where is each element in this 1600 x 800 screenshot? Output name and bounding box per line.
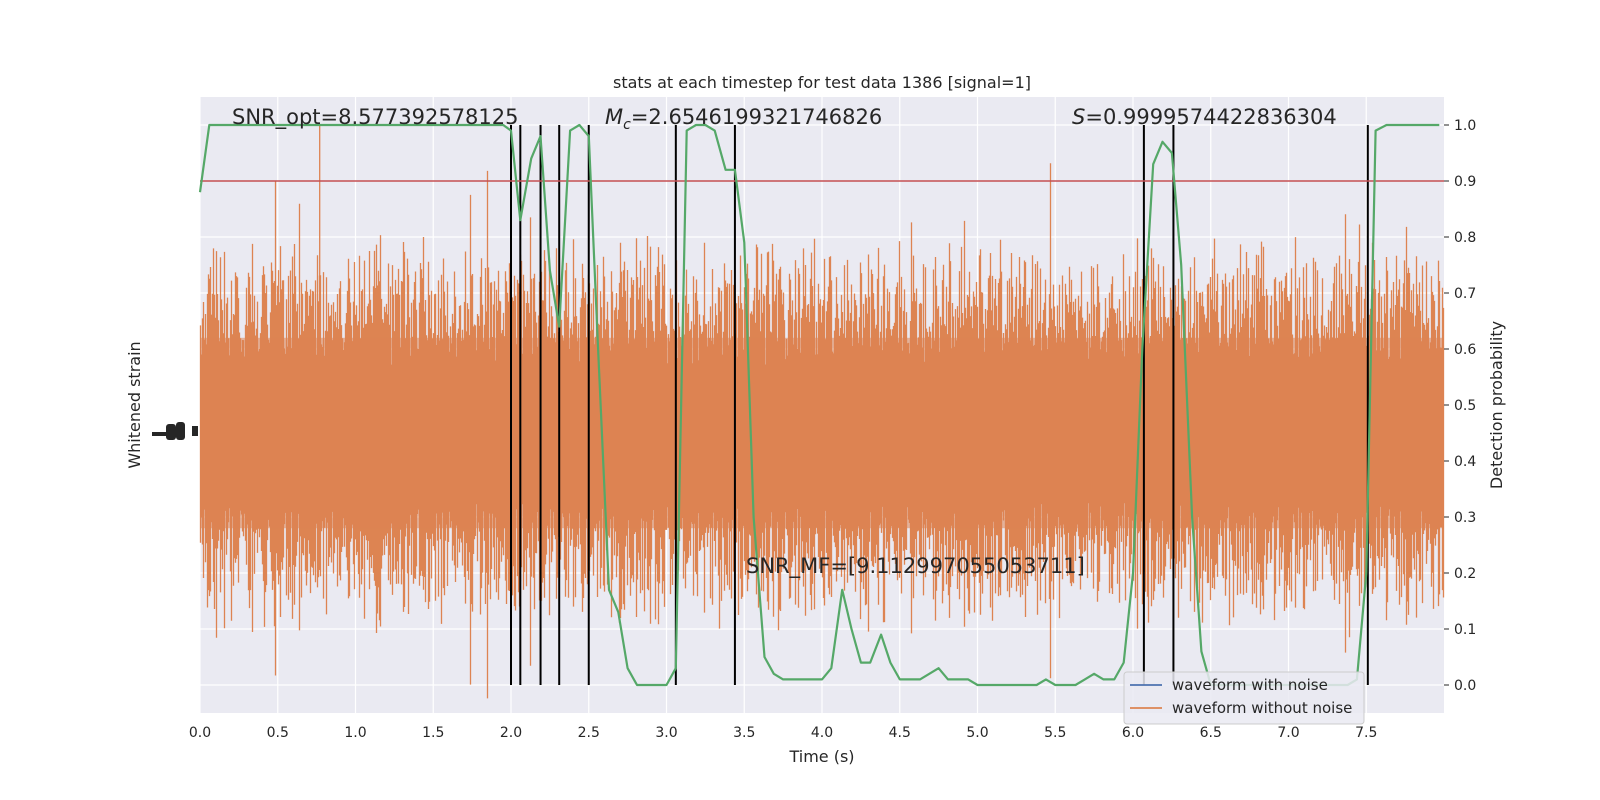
x-tick-label: 5.5: [1044, 725, 1066, 741]
x-tick-label: 1.5: [422, 725, 444, 741]
snr-opt-annotation: SNR_opt=8.577392578125: [232, 105, 519, 130]
y-tick-label: 0.9: [1454, 174, 1476, 190]
y-axis-right-label: Detection probability: [1487, 321, 1506, 489]
legend: waveform with noise waveform without noi…: [1123, 671, 1365, 725]
x-axis-label: Time (s): [788, 747, 854, 766]
statistic-value: =0.9999574422836304: [1085, 105, 1336, 129]
x-tick-label: 0.0: [189, 725, 211, 741]
y-tick-label: 0.2: [1454, 566, 1476, 582]
x-tick-label: 6.5: [1200, 725, 1222, 741]
statistic-symbol: S: [1072, 105, 1085, 129]
x-tick-label: 3.5: [733, 725, 755, 741]
y-tick-label: 0.3: [1454, 510, 1476, 526]
legend-label-noise: waveform with noise: [1172, 676, 1328, 694]
x-tick-label: 0.5: [267, 725, 289, 741]
chirp-mass-symbol: M: [605, 105, 623, 129]
x-tick-label: 5.0: [966, 725, 988, 741]
x-tick-label: 4.0: [811, 725, 833, 741]
x-tick-label: 2.0: [500, 725, 522, 741]
whitened-strain-trace: [199, 125, 1445, 699]
event-markers: [510, 125, 1369, 685]
legend-box: [1123, 671, 1365, 725]
y-tick-label: 0.8: [1454, 230, 1476, 246]
y-axis-right-ticks: 0.0 0.1 0.2 0.3 0.4 0.5 0.6 0.7 0.8 0.9 1.0: [1444, 118, 1476, 694]
strain-dense-core: [200, 337, 1444, 529]
x-tick-label: 2.5: [578, 725, 600, 741]
y-tick-label: 0.4: [1454, 454, 1476, 470]
chirp-mass-value: =2.6546199321746826: [631, 105, 882, 129]
x-tick-label: 6.0: [1122, 725, 1144, 741]
y-axis-left-label: Whitened strain: [125, 341, 144, 468]
x-axis-ticks: 0.0 0.5 1.0 1.5 2.0 2.5 3.0 3.5 4.0 4.5 5.0 5.5 6.0 6…: [189, 725, 1378, 741]
chart-title: stats at each timestep for test data 138…: [613, 73, 1031, 92]
x-tick-label: 4.5: [889, 725, 911, 741]
y-tick-label: 0.0: [1454, 678, 1476, 694]
x-tick-label: 7.0: [1277, 725, 1299, 741]
x-tick-label: 3.0: [655, 725, 677, 741]
x-tick-label: 1.0: [344, 725, 366, 741]
legend-label-clean: waveform without noise: [1172, 699, 1352, 717]
x-tick-label: 7.5: [1355, 725, 1377, 741]
y-tick-label: 1.0: [1454, 118, 1476, 134]
snr-mf-annotation: SNR_MF=[9.112997055053711]: [746, 554, 1085, 579]
y-tick-label: 0.5: [1454, 398, 1476, 414]
y-tick-label: 0.1: [1454, 622, 1476, 638]
left-axis-tick-clutter: [152, 422, 198, 440]
chirp-mass-annotation: Mc=2.6546199321746826: [605, 105, 882, 133]
y-tick-label: 0.7: [1454, 286, 1476, 302]
chirp-mass-subscript: c: [623, 117, 631, 133]
statistic-annotation: S=0.9999574422836304: [1072, 105, 1337, 129]
y-tick-label: 0.6: [1454, 342, 1476, 358]
